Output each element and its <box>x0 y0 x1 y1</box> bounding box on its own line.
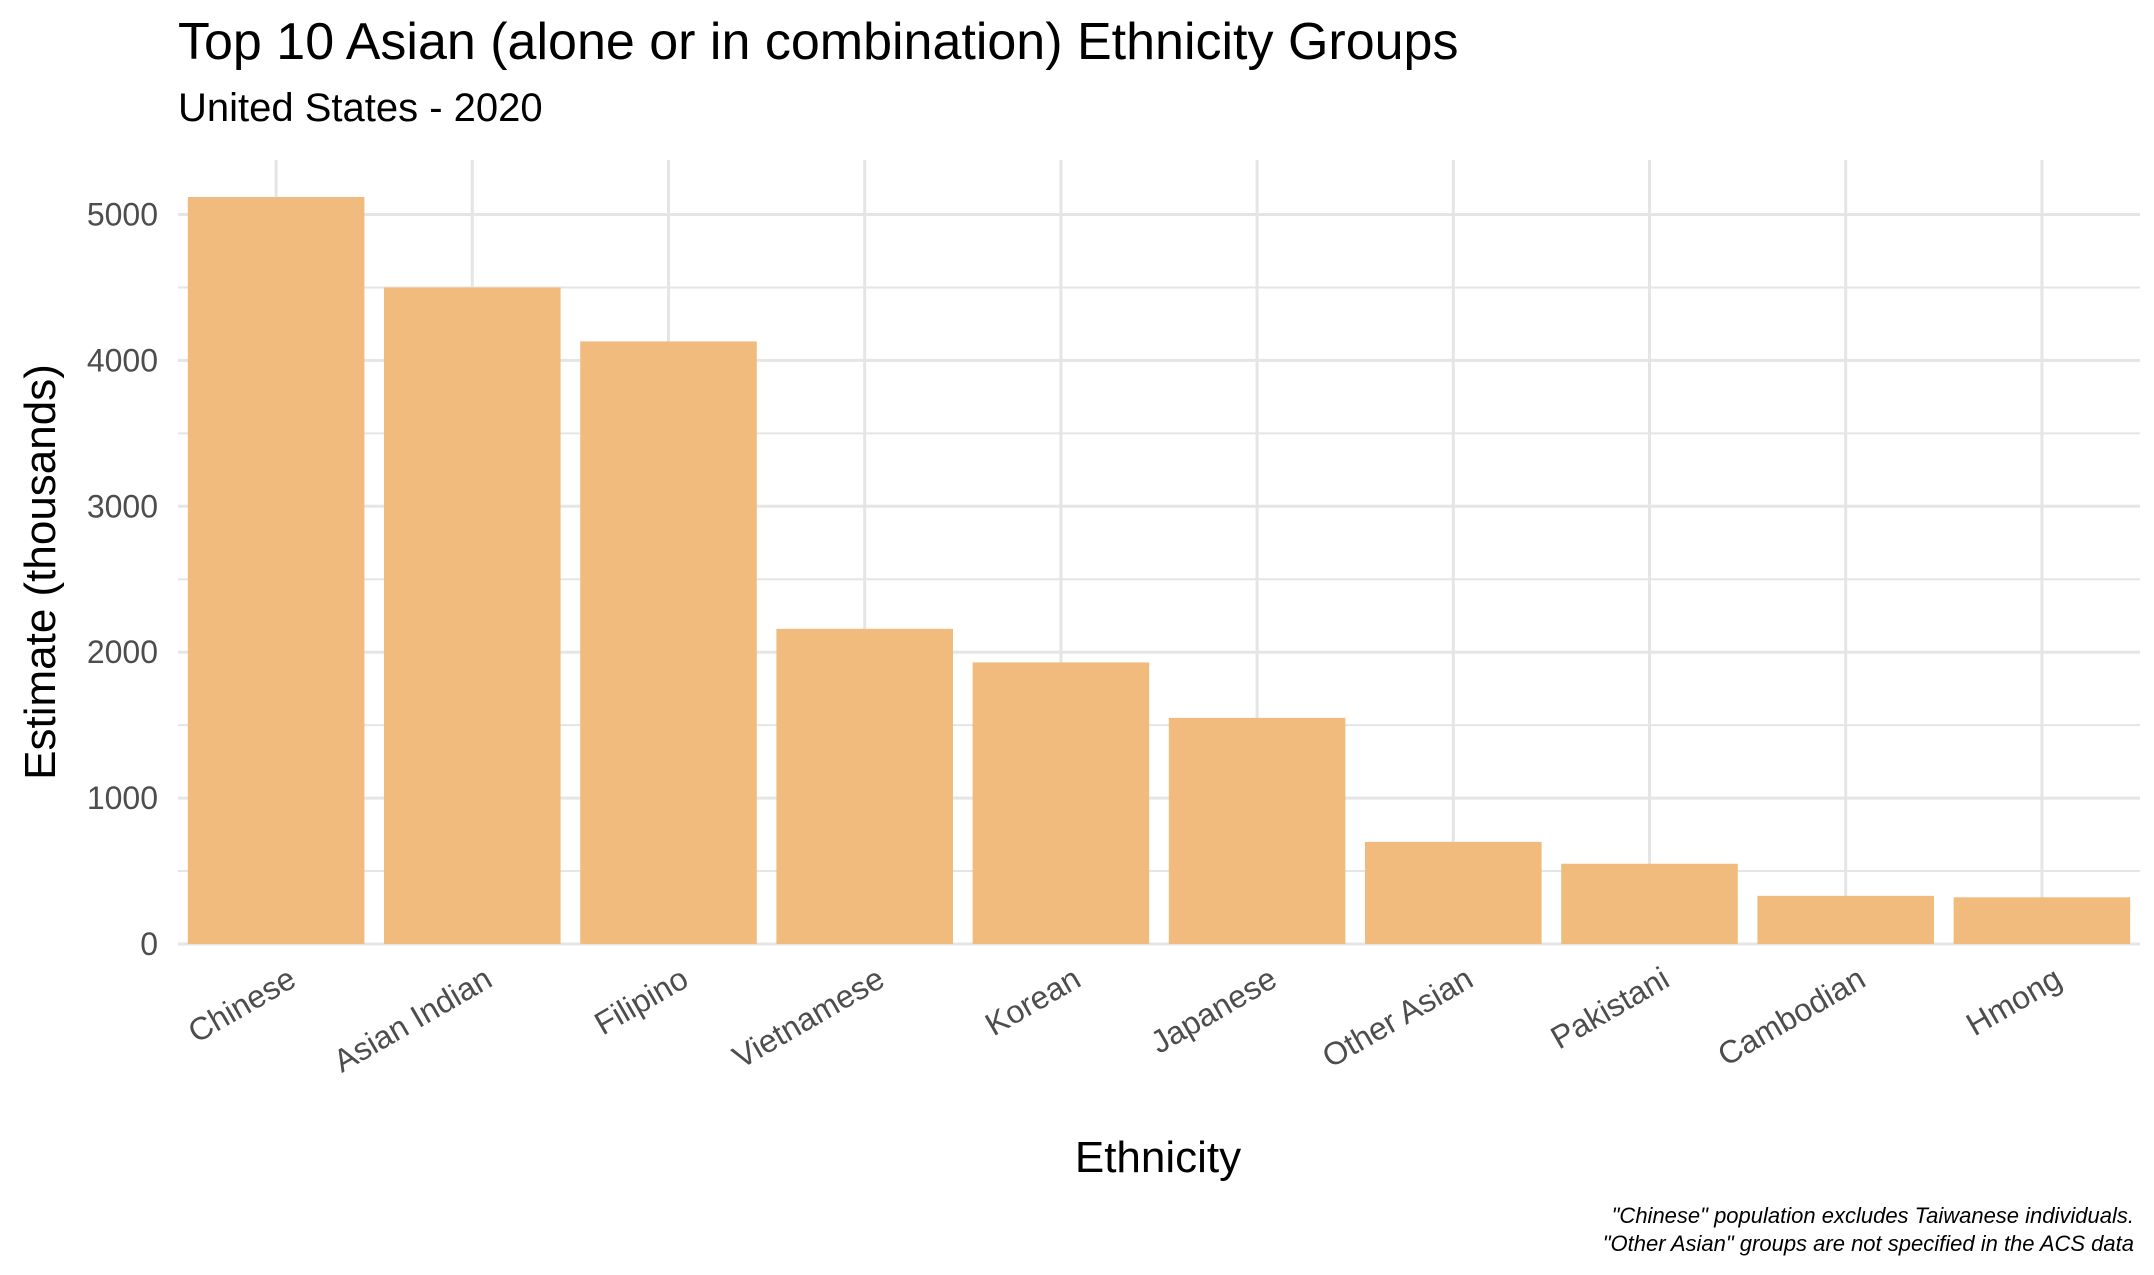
axes: 0 1000 2000 3000 4000 5000 Chinese Asian Indian… <box>87 197 2068 1080</box>
x-tick-label: Filipino <box>588 960 694 1042</box>
bar-hmong <box>1953 897 2131 944</box>
bars <box>187 196 2131 945</box>
x-tick-label: Chinese <box>182 960 302 1050</box>
bar-other-asian <box>1365 841 1542 944</box>
y-tick-label: 0 <box>140 926 158 962</box>
x-tick-label: Asian Indian <box>327 960 498 1079</box>
x-axis-label: Ethnicity <box>1075 1133 1241 1182</box>
x-tick-label: Korean <box>979 960 1086 1043</box>
bar-pakistani <box>1561 863 1738 944</box>
bar-asian-indian <box>384 287 561 944</box>
bar-filipino <box>580 341 757 945</box>
y-tick-label: 4000 <box>87 342 158 378</box>
chart-subtitle: United States - 2020 <box>178 86 543 130</box>
x-tick-label: Japanese <box>1144 960 1282 1061</box>
x-tick-label: Cambodian <box>1711 960 1871 1073</box>
caption-note-1: "Chinese" population excludes Taiwanese … <box>1611 1203 2134 1228</box>
bar-vietnamese <box>776 628 953 944</box>
y-tick-label: 5000 <box>87 197 158 233</box>
x-tick-label: Hmong <box>1960 960 2067 1043</box>
y-tick-label: 2000 <box>87 634 158 670</box>
chart-title: Top 10 Asian (alone or in combination) E… <box>178 13 1459 71</box>
x-tick-label: Pakistani <box>1545 960 1675 1056</box>
x-tick-label: Vietnamese <box>726 960 890 1075</box>
bar-japanese <box>1168 717 1346 944</box>
caption-note-2: "Other Asian" groups are not specified i… <box>1602 1231 2134 1256</box>
y-tick-label: 1000 <box>87 780 158 816</box>
y-axis-label: Estimate (thousands) <box>16 364 65 780</box>
bar-chinese <box>187 196 365 944</box>
y-tick-label: 3000 <box>87 488 158 524</box>
bar-korean <box>972 662 1150 944</box>
x-tick-label: Other Asian <box>1316 960 1479 1075</box>
bar-cambodian <box>1757 895 1934 944</box>
